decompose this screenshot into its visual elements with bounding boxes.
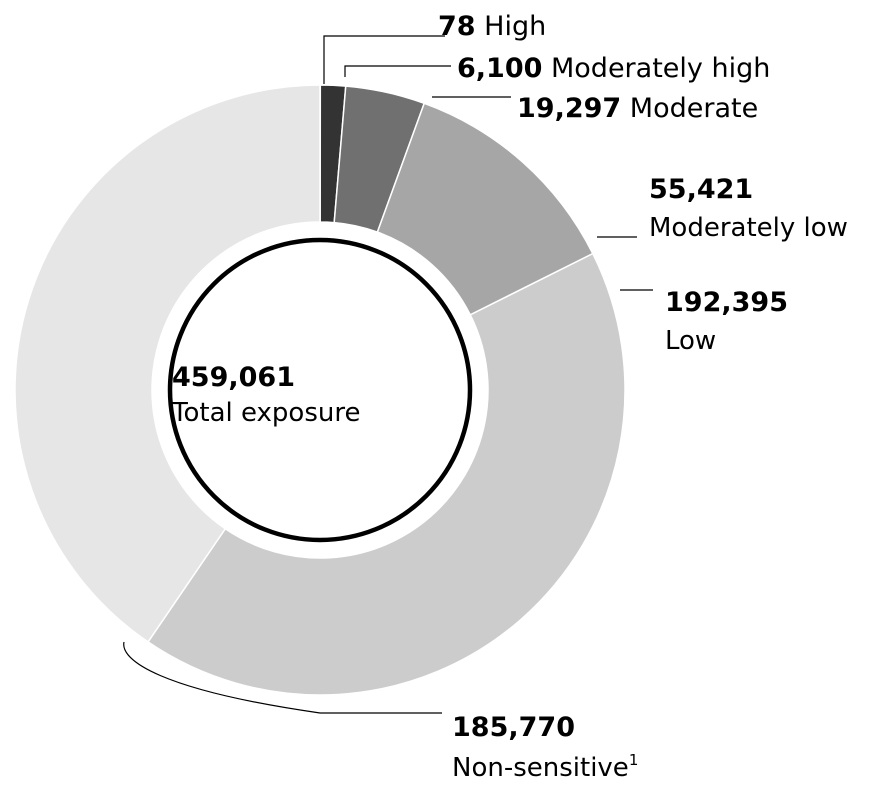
leader-lines (123, 35, 653, 714)
label-moderately-low-name: Moderately low (649, 213, 848, 243)
label-moderately-high: 6,100 Moderately high (457, 53, 770, 84)
label-non-sensitive-name: Non-sensitive1 (452, 751, 638, 783)
label-non-sensitive-value: 185,770 (452, 712, 575, 743)
label-low-value: 192,395 (665, 287, 788, 318)
leader-non-sensitive (123, 641, 442, 714)
total-exposure-value: 459,061 (172, 362, 295, 393)
label-moderate-name: Moderate (621, 93, 758, 124)
label-high-value: 78 (438, 11, 476, 42)
label-moderate: 19,297 Moderate (517, 93, 758, 124)
label-low-name: Low (665, 326, 716, 356)
slice-low (147, 252, 626, 696)
donut-slices (14, 84, 626, 696)
label-moderate-value: 19,297 (517, 93, 621, 124)
leader-moderately-high (344, 65, 451, 77)
center-ring (167, 237, 473, 543)
slice-non-sensitive (14, 84, 321, 643)
label-moderately-high-value: 6,100 (457, 53, 542, 84)
label-moderately-low-value: 55,421 (649, 174, 753, 205)
label-moderately-high-name: Moderately high (542, 53, 770, 84)
label-high-name: High (476, 11, 547, 42)
leader-high (323, 35, 445, 84)
label-high: 78 High (438, 11, 546, 42)
slice-labels: 78 High 6,100 Moderately high 19,297 Moder… (438, 11, 848, 783)
total-exposure-label: Total exposure (171, 398, 360, 428)
label-non-sensitive-footnote: 1 (629, 751, 639, 769)
